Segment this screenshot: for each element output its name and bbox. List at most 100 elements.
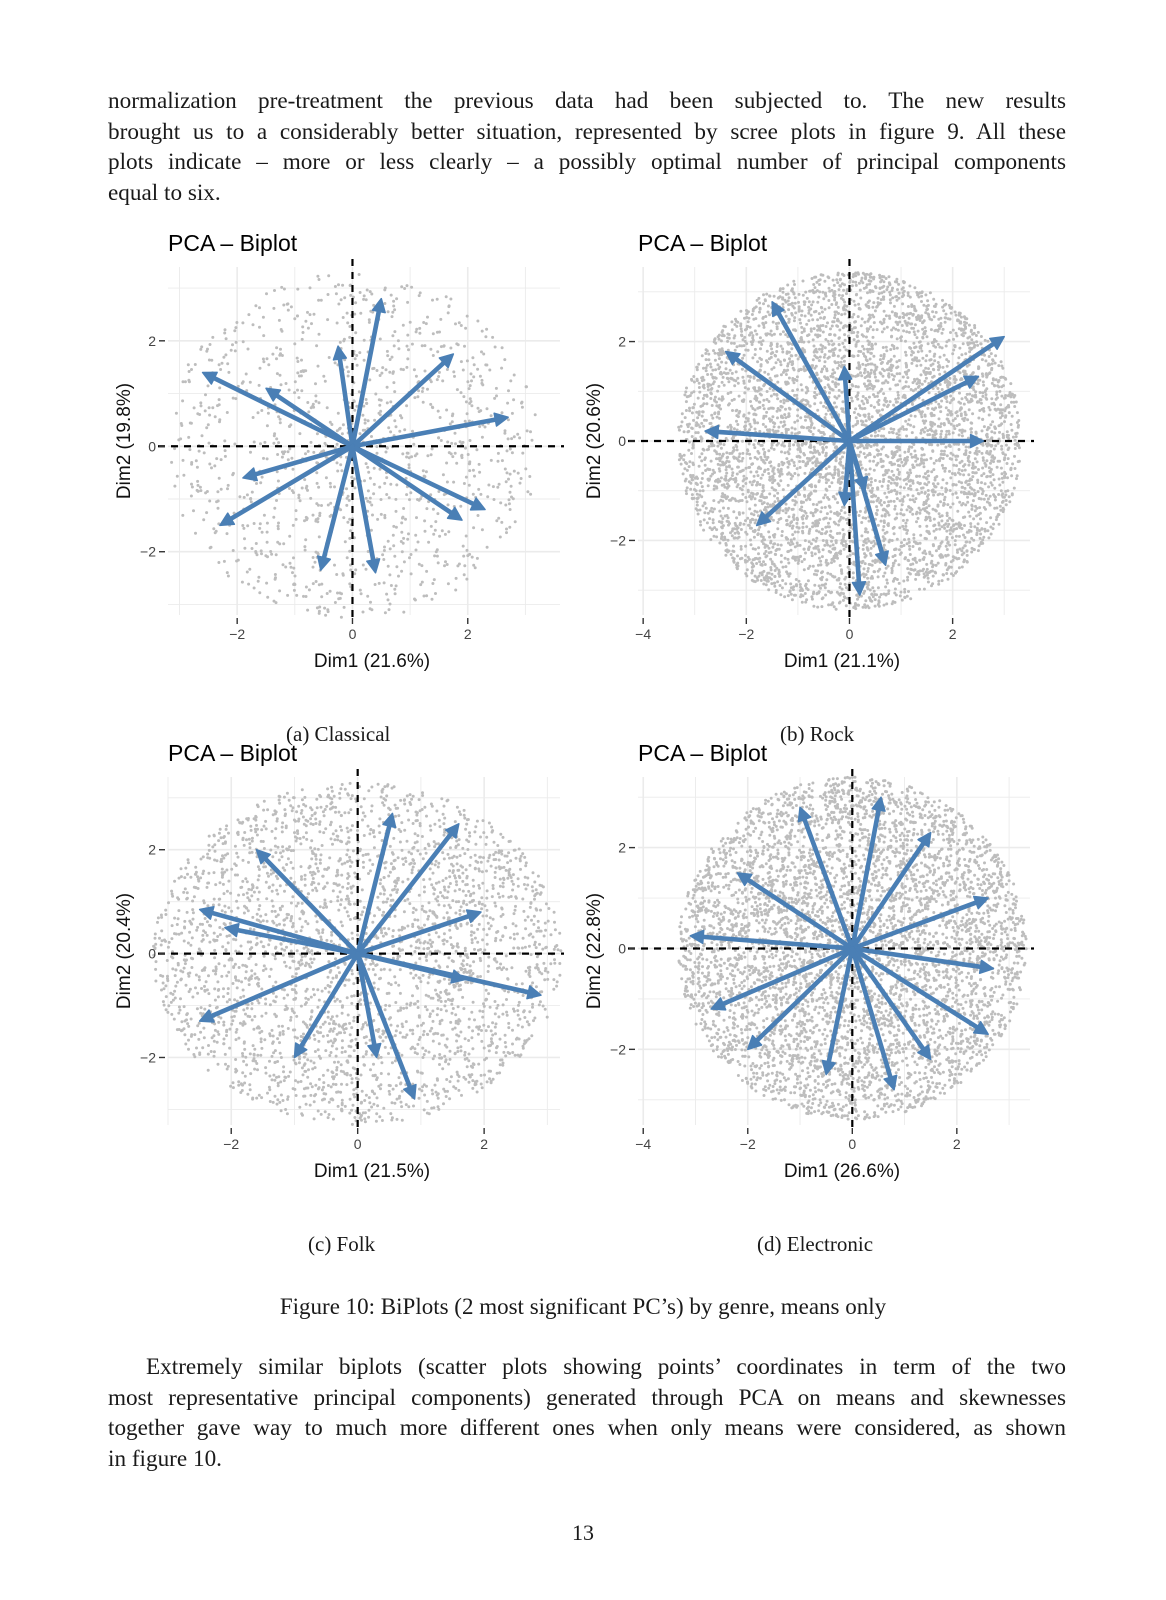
data-point (689, 487, 693, 491)
data-point (407, 456, 411, 460)
y-axis-label: Dim2 (19.8%) (114, 383, 135, 499)
data-point (751, 334, 755, 338)
data-point (354, 568, 358, 572)
data-point (437, 490, 441, 493)
data-point (796, 414, 800, 418)
data-point (836, 556, 839, 560)
data-point (260, 530, 264, 534)
data-point (992, 447, 996, 451)
data-point (803, 314, 807, 318)
data-point (218, 418, 222, 422)
data-point (751, 495, 755, 499)
data-point (908, 295, 912, 299)
data-point (998, 430, 1001, 434)
data-point (908, 544, 911, 548)
data-point (482, 352, 486, 356)
data-point (437, 375, 441, 378)
variable-arrow (350, 443, 486, 511)
data-point (809, 542, 813, 546)
data-point (914, 436, 918, 440)
data-point (485, 407, 489, 411)
data-point (275, 499, 278, 502)
data-point (830, 415, 834, 419)
data-point (281, 563, 285, 567)
data-point (918, 587, 921, 591)
data-point (361, 413, 365, 417)
data-point (742, 522, 746, 526)
data-point (211, 335, 215, 339)
data-point (857, 281, 861, 285)
data-point (843, 300, 847, 304)
data-point (944, 312, 948, 316)
data-point (477, 410, 481, 414)
data-point (777, 425, 781, 429)
data-point (464, 475, 468, 479)
data-point (500, 520, 504, 524)
data-point (838, 457, 842, 461)
data-point (829, 535, 833, 539)
data-point (1015, 421, 1019, 424)
data-point (423, 344, 427, 348)
data-point (884, 470, 888, 473)
data-point (416, 395, 420, 399)
data-point (359, 311, 363, 315)
data-point (926, 303, 930, 307)
data-point (480, 381, 484, 385)
data-point (753, 446, 757, 450)
data-point (471, 492, 475, 496)
data-point (924, 419, 928, 423)
data-point (736, 483, 740, 487)
data-point (507, 477, 510, 481)
data-point (323, 441, 327, 445)
data-point (698, 455, 702, 459)
data-point (252, 522, 256, 525)
data-point (838, 531, 842, 535)
data-point (787, 541, 790, 545)
data-point (440, 529, 444, 533)
data-point (715, 400, 718, 404)
biplot-rock: PCA – Biplot −4 −2 0 2 −2 0 2 Dim1 (21.1%) Dim2 (… (580, 225, 1060, 695)
data-point (818, 347, 821, 351)
data-point (812, 455, 816, 459)
data-point (887, 475, 891, 479)
data-point (349, 293, 353, 297)
data-point (951, 558, 955, 562)
data-point (833, 313, 837, 317)
data-point (732, 510, 736, 514)
data-point (940, 519, 944, 523)
data-point (503, 467, 507, 471)
data-point (957, 471, 960, 475)
data-point (394, 525, 398, 529)
data-point (277, 441, 281, 445)
data-point (735, 445, 739, 449)
data-point (967, 408, 971, 412)
data-point (798, 543, 802, 547)
data-point (413, 454, 417, 458)
data-point (921, 486, 925, 490)
data-point (692, 496, 696, 500)
data-point (357, 273, 361, 276)
data-point (690, 427, 694, 430)
data-point (470, 379, 473, 383)
data-point (249, 450, 252, 454)
data-point (913, 333, 917, 337)
data-point (385, 476, 389, 480)
data-point (702, 383, 706, 387)
data-point (925, 529, 929, 533)
data-point (862, 575, 866, 579)
data-point (789, 477, 793, 481)
data-point (525, 429, 529, 433)
data-point (766, 455, 770, 459)
data-point (926, 406, 930, 410)
data-point (894, 327, 898, 331)
data-point (807, 529, 811, 533)
data-point (724, 361, 728, 365)
data-point (245, 570, 249, 574)
data-point (315, 344, 319, 348)
data-point (401, 452, 405, 456)
data-point (947, 338, 951, 342)
data-point (287, 388, 291, 392)
data-point (358, 588, 362, 592)
data-point (480, 435, 484, 439)
data-point (890, 328, 894, 332)
